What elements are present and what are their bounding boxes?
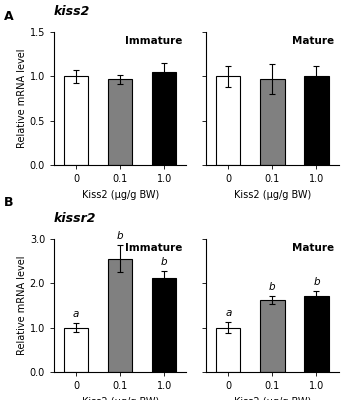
Text: b: b xyxy=(117,231,124,241)
Bar xyxy=(152,278,177,372)
Bar xyxy=(108,259,132,372)
X-axis label: Kiss2 (μg/g BW): Kiss2 (μg/g BW) xyxy=(234,396,311,400)
Text: b: b xyxy=(269,282,276,292)
Bar xyxy=(216,328,240,372)
Text: Immature: Immature xyxy=(125,36,183,46)
Bar xyxy=(260,300,284,372)
Bar xyxy=(304,76,329,165)
Text: a: a xyxy=(225,308,231,318)
Bar xyxy=(64,76,88,165)
Bar xyxy=(152,72,177,165)
Y-axis label: Relative mRNA level: Relative mRNA level xyxy=(17,49,27,148)
Bar xyxy=(216,76,240,165)
Bar xyxy=(108,79,132,165)
Text: b: b xyxy=(161,257,168,267)
X-axis label: Kiss2 (μg/g BW): Kiss2 (μg/g BW) xyxy=(82,190,159,200)
Text: kissr2: kissr2 xyxy=(54,212,97,225)
X-axis label: Kiss2 (μg/g BW): Kiss2 (μg/g BW) xyxy=(82,396,159,400)
Text: a: a xyxy=(73,309,79,319)
Text: B: B xyxy=(3,196,13,209)
Text: Immature: Immature xyxy=(125,243,183,253)
Text: b: b xyxy=(313,277,320,287)
Text: kiss2: kiss2 xyxy=(54,5,90,18)
Y-axis label: Relative mRNA level: Relative mRNA level xyxy=(17,256,27,355)
Bar xyxy=(304,296,329,372)
Text: A: A xyxy=(3,10,13,23)
Text: Mature: Mature xyxy=(292,36,335,46)
Bar xyxy=(260,79,284,165)
Text: Mature: Mature xyxy=(292,243,335,253)
X-axis label: Kiss2 (μg/g BW): Kiss2 (μg/g BW) xyxy=(234,190,311,200)
Bar xyxy=(64,328,88,372)
